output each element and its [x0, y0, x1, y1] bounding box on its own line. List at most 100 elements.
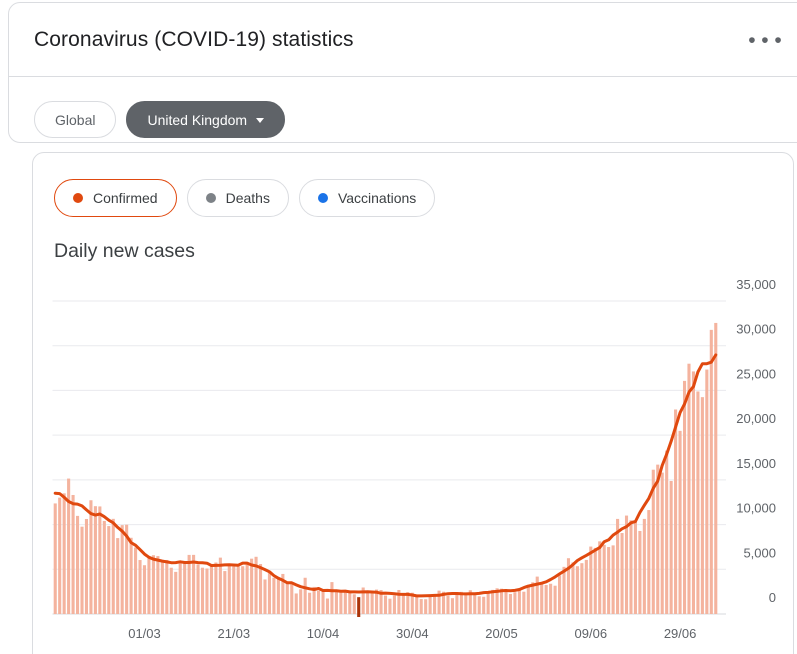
bar[interactable] — [343, 590, 347, 614]
region-chip-global[interactable]: Global — [34, 101, 117, 138]
bar[interactable] — [312, 586, 316, 614]
bar[interactable] — [397, 589, 401, 614]
bar[interactable] — [200, 567, 205, 614]
bar[interactable] — [540, 583, 544, 614]
bar[interactable] — [276, 577, 280, 614]
bar[interactable] — [424, 599, 428, 614]
bar[interactable] — [580, 563, 584, 614]
bar[interactable] — [437, 590, 441, 614]
bar[interactable] — [330, 582, 334, 614]
bar[interactable] — [549, 583, 553, 614]
bar[interactable] — [178, 562, 182, 614]
bar[interactable] — [98, 506, 102, 614]
bar[interactable] — [209, 566, 213, 614]
bar[interactable] — [656, 464, 660, 614]
bar[interactable] — [321, 590, 325, 614]
region-chip-united-kingdom[interactable]: United Kingdom — [126, 101, 286, 138]
bar[interactable] — [508, 594, 513, 614]
bar[interactable] — [76, 515, 80, 614]
bar[interactable] — [678, 430, 682, 614]
bar[interactable] — [473, 594, 477, 614]
bar[interactable] — [392, 595, 396, 614]
bar[interactable] — [638, 530, 642, 614]
bar[interactable] — [566, 558, 571, 614]
bar[interactable] — [714, 322, 718, 614]
bar[interactable] — [308, 592, 312, 614]
bar[interactable] — [165, 559, 169, 614]
bar[interactable] — [491, 589, 495, 614]
bar[interactable] — [620, 533, 624, 614]
bar[interactable] — [375, 589, 379, 614]
bar[interactable] — [361, 587, 365, 615]
bar[interactable] — [624, 515, 629, 614]
metric-chip-confirmed[interactable]: Confirmed — [54, 179, 177, 217]
bar[interactable] — [486, 592, 490, 614]
bar[interactable] — [107, 526, 111, 614]
bar[interactable] — [584, 559, 588, 614]
bar[interactable] — [303, 577, 307, 614]
bar[interactable] — [468, 590, 472, 614]
bar[interactable] — [290, 583, 294, 614]
bar[interactable] — [499, 588, 504, 614]
bar[interactable] — [223, 571, 227, 614]
bar[interactable] — [299, 589, 303, 614]
bar[interactable] — [232, 566, 236, 615]
bar[interactable] — [151, 555, 155, 614]
bar[interactable] — [450, 598, 454, 614]
bar[interactable] — [526, 585, 530, 614]
bar[interactable] — [227, 564, 231, 614]
bar[interactable] — [142, 565, 147, 614]
bar[interactable] — [334, 591, 338, 614]
bar[interactable] — [67, 478, 71, 614]
bar[interactable] — [401, 594, 405, 614]
bar[interactable] — [58, 497, 62, 614]
bar[interactable] — [383, 595, 388, 614]
bar[interactable] — [241, 566, 245, 614]
bar[interactable] — [593, 547, 597, 614]
bar[interactable] — [629, 520, 633, 614]
bar[interactable] — [428, 596, 432, 614]
bar[interactable] — [607, 547, 611, 614]
bar[interactable] — [348, 590, 352, 614]
bar[interactable] — [709, 329, 713, 614]
bar[interactable] — [205, 568, 209, 614]
bar[interactable] — [125, 524, 129, 614]
bar[interactable] — [482, 596, 486, 614]
bar[interactable] — [602, 544, 606, 614]
bar[interactable] — [129, 537, 133, 614]
bar[interactable] — [267, 572, 272, 614]
bar[interactable] — [633, 521, 637, 614]
bar[interactable] — [325, 598, 330, 614]
bar[interactable] — [250, 558, 254, 614]
bar[interactable] — [665, 450, 669, 614]
bar[interactable] — [553, 585, 557, 614]
bar[interactable] — [388, 598, 392, 614]
bar[interactable] — [84, 518, 89, 614]
bar[interactable] — [647, 510, 651, 614]
bar[interactable] — [589, 546, 593, 614]
bar[interactable] — [433, 594, 437, 614]
bar[interactable] — [111, 518, 115, 614]
bar[interactable] — [513, 592, 517, 614]
bar[interactable] — [544, 585, 548, 614]
metric-chip-deaths[interactable]: Deaths — [186, 179, 289, 217]
bar[interactable] — [495, 588, 499, 614]
bar[interactable] — [441, 591, 446, 614]
bar[interactable] — [379, 590, 383, 614]
overflow-menu-button[interactable]: • • • — [746, 20, 786, 60]
bar[interactable] — [62, 493, 66, 614]
bar[interactable] — [575, 566, 579, 614]
bar[interactable] — [156, 556, 160, 614]
bar[interactable] — [531, 582, 535, 614]
bar[interactable] — [258, 564, 263, 614]
bar[interactable] — [419, 599, 423, 614]
bar[interactable] — [406, 592, 410, 614]
bar[interactable] — [517, 590, 521, 614]
bar[interactable] — [459, 591, 463, 614]
bar[interactable] — [134, 547, 138, 614]
bar[interactable] — [611, 545, 615, 614]
bar[interactable] — [272, 577, 276, 614]
bar[interactable] — [696, 391, 700, 614]
bar[interactable] — [558, 575, 562, 614]
bar[interactable] — [616, 518, 620, 614]
